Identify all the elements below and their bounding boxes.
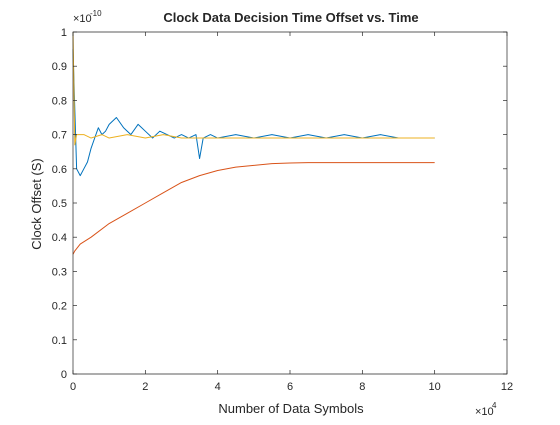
x-exponent-label: ×10 4 bbox=[475, 401, 497, 418]
x-tick-label: 2 bbox=[142, 381, 148, 393]
series-line-1 bbox=[72, 49, 435, 177]
x-axis-label: Number of Data Symbols bbox=[218, 401, 364, 416]
y-exponent-label: ×10 -10 bbox=[73, 9, 102, 25]
x-multiplier: ×10 bbox=[475, 406, 494, 418]
y-tick-label: 0.6 bbox=[52, 164, 67, 176]
chart-title: Clock Data Decision Time Offset vs. Time bbox=[163, 10, 418, 25]
plot-area bbox=[73, 32, 507, 374]
y-tick-label: 0.7 bbox=[52, 130, 67, 142]
y-axis-label: Clock Offset (S) bbox=[29, 158, 44, 250]
y-tick-label: 1 bbox=[61, 27, 67, 39]
x-tick-label: 6 bbox=[287, 381, 293, 393]
y-tick-label: 0.5 bbox=[52, 198, 67, 210]
x-tick-label: 8 bbox=[359, 381, 365, 393]
y-tick-label: 0.1 bbox=[52, 335, 67, 347]
y-tick-label: 0.3 bbox=[52, 266, 67, 278]
y-tick-label: 0 bbox=[61, 369, 67, 381]
y-tick-label: 0.9 bbox=[52, 61, 67, 73]
y-tick-label: 0.4 bbox=[52, 232, 67, 244]
y-multiplier: ×10 bbox=[73, 13, 92, 25]
x-tick-label: 12 bbox=[501, 381, 513, 393]
y-tick-label: 0.2 bbox=[52, 301, 67, 313]
tick-layer: 0 2 4 6 8 10 12 0 0.1 0.2 0.3 0.4 0.5 0.6 0.7 0.8 0.9 1 bbox=[52, 27, 513, 393]
series-line-2 bbox=[72, 162, 435, 255]
series-layer bbox=[72, 31, 435, 255]
y-tick-label: 0.8 bbox=[52, 95, 67, 107]
series-line-3 bbox=[72, 31, 435, 146]
x-tick-label: 4 bbox=[215, 381, 221, 393]
x-tick-label: 10 bbox=[429, 381, 441, 393]
y-multiplier-exponent: -10 bbox=[90, 9, 102, 18]
x-tick-label: 0 bbox=[70, 381, 76, 393]
x-multiplier-exponent: 4 bbox=[492, 401, 497, 410]
